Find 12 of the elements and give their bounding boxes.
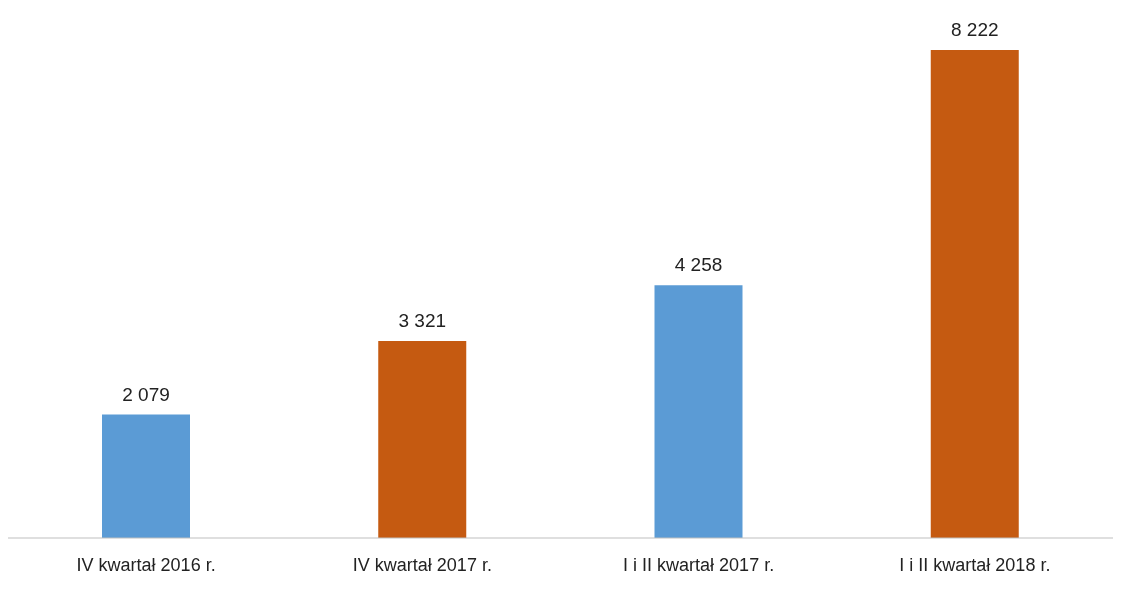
data-label: 4 258: [674, 254, 723, 276]
data-label: 8 222: [950, 19, 999, 40]
x-tick-label: IV kwartał 2016 r.: [76, 554, 216, 575]
bar: [102, 414, 190, 538]
data-label: 2 079: [122, 383, 170, 405]
bar: [378, 340, 467, 538]
bar: [930, 50, 1019, 538]
data-label: 3 321: [398, 309, 447, 331]
x-tick-label: IV kwartał 2017 r.: [352, 554, 492, 575]
x-tick-label: I i II kwartał 2017 r.: [623, 554, 775, 575]
bar: [654, 285, 743, 538]
x-tick-label: I i II kwartał 2018 r.: [899, 554, 1051, 575]
